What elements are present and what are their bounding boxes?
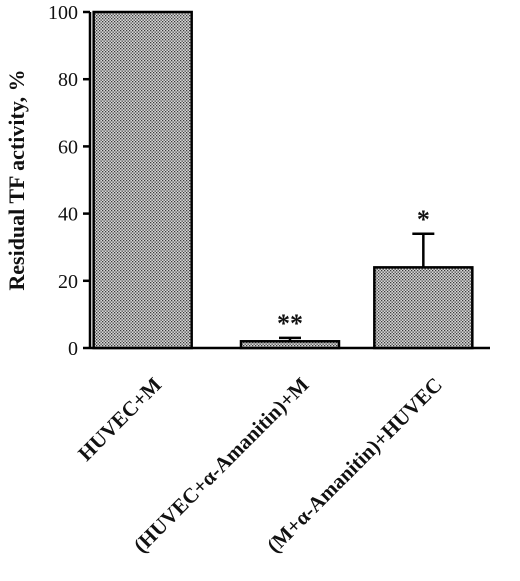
bars xyxy=(92,10,474,350)
y-tick-label: 40 xyxy=(58,204,78,226)
bar xyxy=(92,10,193,350)
y-tick-label: 80 xyxy=(58,69,78,91)
bar xyxy=(239,340,341,350)
y-tick-label: 0 xyxy=(68,338,78,360)
significance-label: * xyxy=(417,205,430,234)
y-tick-label: 20 xyxy=(58,271,78,293)
x-tick-label: HUVEC+M xyxy=(73,372,166,465)
y-axis-title: Residual TF activity, % xyxy=(4,69,29,290)
y-tick-label: 100 xyxy=(48,2,78,24)
axes: 0 20 40 60 80 100 Residual TF activity, % xyxy=(4,2,490,360)
y-tick-label: 60 xyxy=(58,136,78,158)
bar xyxy=(373,266,474,350)
significance-label: ** xyxy=(277,309,303,338)
